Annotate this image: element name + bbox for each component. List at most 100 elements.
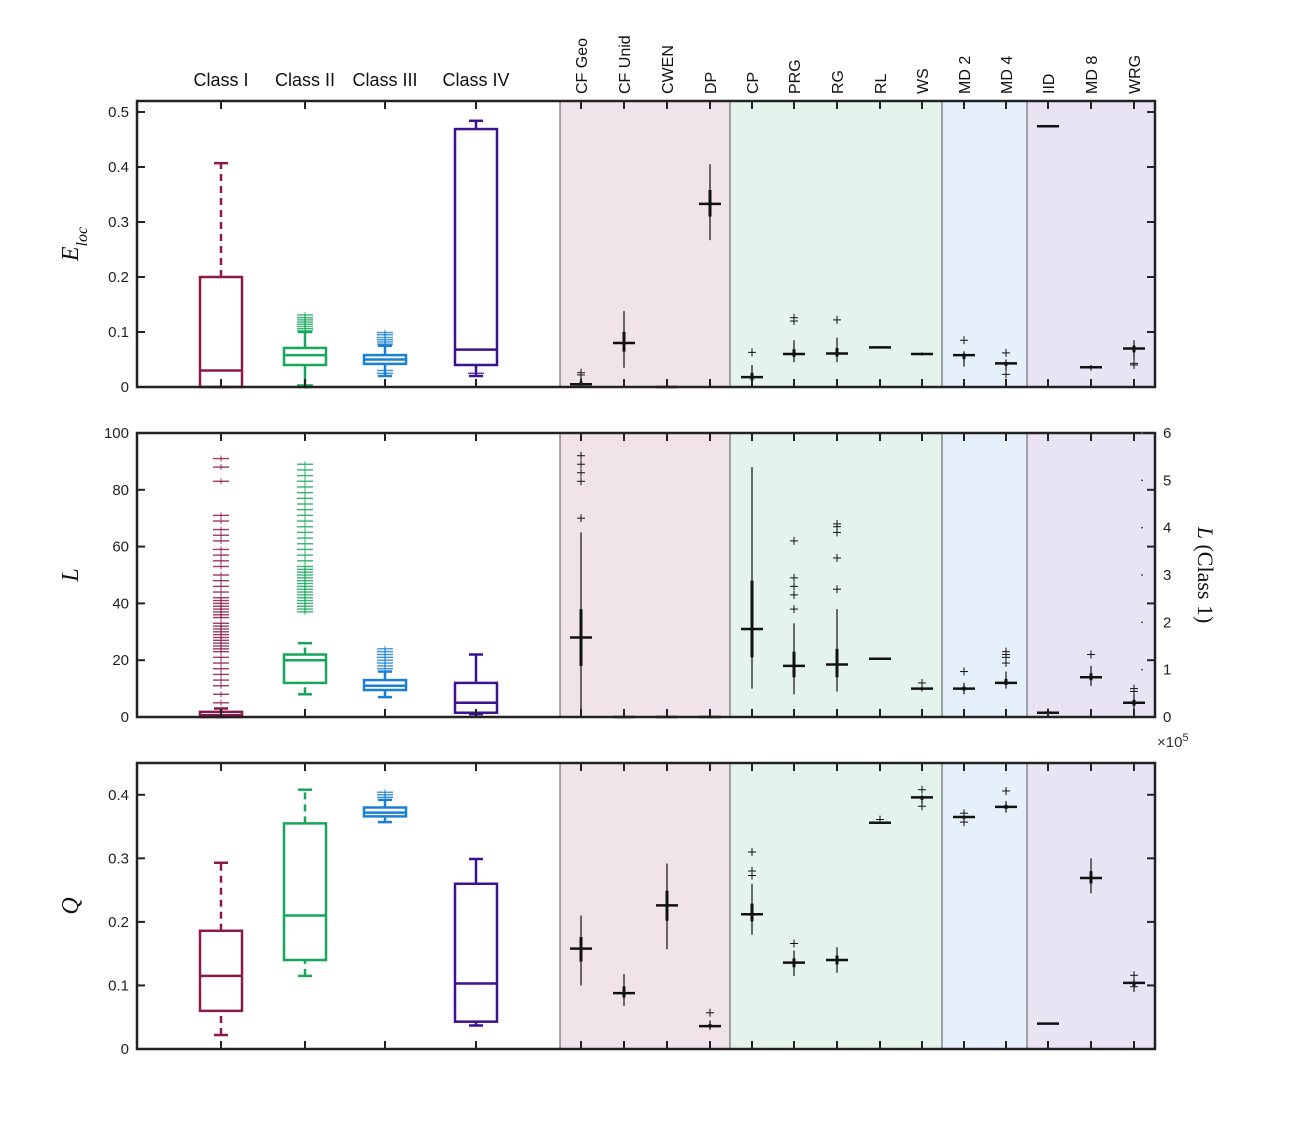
category-label-cp: CP [745,72,762,94]
ytick-label: 0 [121,709,129,726]
ytick-label: 0.4 [108,159,129,176]
category-marker-rg-panel-eloc [826,315,848,363]
class-label-1: Class I [193,70,248,90]
category-marker-prg-panel-L [783,536,805,695]
category-marker-cf-unid-panel-Q [613,974,635,1006]
axes-frames [135,99,1157,1051]
class-box-3-panel-eloc [362,329,408,378]
category-label-md-8: MD 8 [1084,56,1101,94]
ytick-label: 60 [112,539,129,556]
right-y-axis-title-rest: (Class 1) [1193,539,1218,623]
class-box-1-panel-Q [198,861,244,1037]
right-ytick-label: 0 [1163,709,1171,726]
y-axis-title-base: Q [58,897,84,914]
category-marker-md-2-panel-L [953,667,975,695]
category-marker-cf-geo-panel-Q [570,915,592,986]
right-ytick-label: 6 [1163,425,1171,442]
category-marker-md-4-panel-L [995,647,1017,689]
category-label-md-2: MD 2 [957,56,974,94]
right-ytick-label: 1 [1163,662,1171,679]
axes-frame-panel-L [135,431,1157,719]
category-marker-md-4-panel-Q [995,786,1017,813]
category-marker-rl-panel-Q [869,815,891,824]
ytick-label: 0.3 [108,850,129,867]
group-band-blue-panel-Q [942,763,1027,1049]
class-box-1-panel-eloc [198,161,244,389]
category-marker-md-2-panel-eloc [953,336,975,367]
right-ytick-label: 2 [1163,614,1171,631]
group-band-green-panel-eloc [730,101,942,387]
category-marker-dp-panel-Q [699,1008,721,1030]
right-axis-multiplier: ×105 [1157,732,1189,751]
ytick-label: 0 [121,379,129,396]
class-label-4: Class IV [442,70,509,90]
category-label-cwen: CWEN [660,45,677,94]
class-label-3: Class III [352,70,417,90]
box [282,653,328,685]
category-marker-md-4-panel-eloc [995,348,1017,379]
axes-frame-panel-eloc [135,99,1157,389]
right-ytick-label: 5 [1163,472,1171,489]
class-box-1-panel-L [198,455,244,719]
ytick-label: 0.2 [108,914,129,931]
axes-frame-panel-Q [135,761,1157,1051]
ytick-label: 100 [104,425,129,442]
ytick-label: 0.1 [108,977,129,994]
category-marker-rg-panel-L [826,519,848,692]
category-marker-rg-panel-Q [826,947,848,973]
group-band-blue-panel-eloc [942,101,1027,387]
category-marker-md-8-panel-Q [1080,858,1102,894]
category-marker-wrg-panel-Q [1123,971,1145,992]
category-marker-ws-panel-L [911,678,933,692]
ytick-label: 0.3 [108,214,129,231]
class-label-2: Class II [275,70,335,90]
category-marker-cf-geo-panel-L [570,451,592,717]
ytick-label: 80 [112,482,129,499]
box [453,127,499,367]
box [198,929,244,1013]
category-label-md-4: MD 4 [999,56,1016,94]
category-marker-ws-panel-eloc [911,352,933,356]
category-marker-prg-panel-eloc [783,313,805,363]
category-label-cf-geo: CF Geo [574,38,591,94]
category-label-prg: PRG [787,59,804,94]
y-axis-title-panel-L: L [58,568,84,582]
category-marker-cwen-panel-Q [656,863,678,950]
box [453,681,499,714]
y-axis-title-subscript: loc [74,227,91,247]
group-band-purple-panel-eloc [1027,101,1155,387]
category-label-rl: RL [873,73,890,94]
right-y-axis-title-L: L [1193,526,1218,539]
group-band-blue-panel-L [942,433,1027,717]
y-axis-title-panel-Q: Q [58,897,84,914]
group-backgrounds [560,101,1155,1049]
class-box-2-panel-eloc [282,311,328,389]
ytick-label: 0.1 [108,324,129,341]
y-axis-title-panel-eloc: Eloc [58,227,91,262]
category-marker-cf-unid-panel-eloc [613,311,635,368]
category-marker-wrg-panel-L [1123,684,1145,712]
group-band-green-panel-Q [730,763,942,1049]
category-label-iid: IID [1041,74,1058,94]
category-label-rg: RG [830,70,847,94]
multiplier-base: ×10 [1157,734,1182,751]
group-band-pink-panel-L [560,433,730,717]
class-box-3-panel-Q [362,789,408,824]
category-label-cf-unid: CF Unid [617,35,634,94]
y-axis-title-base: E [58,246,84,262]
ytick-label: 0.4 [108,787,129,804]
labels: Class I Class II Class III Class IV CF Geo CF… [58,35,1218,1058]
category-marker-prg-panel-Q [783,939,805,976]
right-y-axis-title: L (Class 1) [1193,526,1218,624]
ytick-label: 0.5 [108,104,129,121]
multiplier-exponent: 5 [1182,732,1188,744]
group-band-pink-panel-eloc [560,101,730,387]
category-marker-wrg-panel-eloc [1123,340,1145,369]
box [453,882,499,1023]
category-marker-cp-panel-Q [741,847,763,935]
category-marker-md-8-panel-L [1080,650,1102,686]
ytick-label: 20 [112,652,129,669]
category-marker-dp-panel-eloc [699,164,721,241]
class-box-3-panel-L [362,645,408,699]
